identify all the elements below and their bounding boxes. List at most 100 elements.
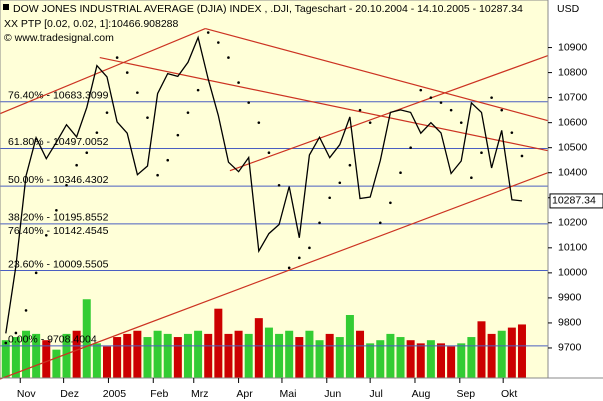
currency: USD <box>557 3 580 15</box>
ptp-dot <box>419 88 423 92</box>
ptp-dot <box>368 121 372 124</box>
volume-bar <box>487 333 496 378</box>
volume-bar <box>426 340 435 378</box>
legend-entry: XX PTP [0.02, 0.02, 1]:10466.908288 <box>4 18 179 30</box>
volume-bar <box>315 340 324 378</box>
chart-title: DOW JONES INDUSTRIAL AVERAGE (DJIA) INDE… <box>13 3 523 15</box>
ptp-dot <box>510 131 514 134</box>
x-tick-label: Okt <box>501 388 517 400</box>
volume-bar <box>32 333 41 378</box>
y-tick-label: 10500 <box>558 141 587 153</box>
volume-bar <box>517 324 526 378</box>
volume-bar <box>477 321 486 378</box>
volume-bar <box>295 337 304 378</box>
volume-bar <box>234 330 243 378</box>
volume-bar <box>254 318 263 378</box>
fib-label: 61.80% - 10497.0052 <box>8 136 109 148</box>
title-icon <box>3 4 9 10</box>
ptp-dot <box>257 121 261 124</box>
volume-bar <box>113 337 122 378</box>
volume-bar <box>285 330 294 378</box>
volume-bar <box>153 330 162 378</box>
y-tick-label: 9700 <box>558 342 582 354</box>
volume-bar <box>335 337 344 378</box>
trendline <box>99 56 549 152</box>
y-tick-label: 10700 <box>558 91 587 103</box>
ptp-dot <box>95 131 99 134</box>
ptp-dot <box>156 173 159 177</box>
volume-bar <box>173 337 182 378</box>
volume-bar <box>305 330 314 378</box>
ptp-dot <box>247 101 250 104</box>
ptp-dot <box>24 309 28 312</box>
volume-bar <box>11 337 20 378</box>
volume-bar <box>406 340 415 378</box>
volume-bar <box>133 330 142 378</box>
ptp-dot <box>196 88 200 92</box>
ptp-dot <box>318 221 321 225</box>
fib-label: 23.60% - 10009.5505 <box>8 258 109 270</box>
y-tick-label: 10100 <box>558 242 587 254</box>
ptp-dot <box>470 176 473 180</box>
volume-bar <box>183 333 192 378</box>
fib-label: 50.00% - 10346.4302 <box>8 174 109 186</box>
ptp-dot <box>115 56 119 59</box>
volume-bar <box>82 299 91 378</box>
volume-bar <box>22 330 31 378</box>
volume-bar <box>275 333 284 378</box>
fib-label: 0.00% - 9708.4004 <box>8 334 97 346</box>
ptp-dot <box>206 31 210 34</box>
ptp-dot <box>348 163 352 167</box>
volume-bar <box>437 343 446 378</box>
ptp-dot <box>449 108 453 112</box>
ptp-dot <box>520 154 524 158</box>
x-tick-label: Jul <box>369 388 382 400</box>
volume-bar <box>42 340 51 378</box>
ptp-dot <box>85 151 89 155</box>
last-price-label: 10287.34 <box>552 195 596 207</box>
volume-bar <box>204 333 213 378</box>
y-tick-label: 9900 <box>558 292 582 304</box>
volume-bar <box>356 330 365 378</box>
x-tick-label: Dez <box>60 388 79 400</box>
ptp-dot <box>409 146 412 149</box>
x-tick-label: Mrz <box>191 388 209 400</box>
ptp-dot <box>287 266 291 270</box>
ptp-dot <box>277 183 281 187</box>
volume-bar <box>396 337 405 378</box>
ptp-dot <box>4 341 8 345</box>
volume-bar <box>72 330 81 378</box>
volume-bar <box>224 333 233 378</box>
volume-bar <box>366 343 375 378</box>
fib-label: 76.40% - 10142.4545 <box>8 225 109 237</box>
y-tick-label: 10800 <box>558 66 587 78</box>
ptp-dot <box>136 91 139 94</box>
plot-layer: 76.40% - 10683.3099 61.80% - 10497.0052 50… <box>0 27 549 380</box>
x-tick-label: Feb <box>150 388 168 400</box>
volume-bar <box>376 340 385 378</box>
volume-bar <box>497 330 506 378</box>
ptp-dot <box>55 208 58 212</box>
y-tick-label: 10200 <box>558 217 587 229</box>
trendline <box>0 172 549 380</box>
ptp-dot <box>389 201 392 205</box>
ptp-dot <box>217 41 220 44</box>
ptp-dot <box>166 158 170 162</box>
plot-background <box>0 0 548 378</box>
volume-bar <box>163 333 172 378</box>
ptp-dot <box>34 271 38 275</box>
x-tick-label: Apr <box>236 388 253 400</box>
ptp-dot <box>480 151 483 155</box>
ptp-dot <box>44 234 48 237</box>
ptp-dot <box>439 101 443 104</box>
x-tick-label: Mai <box>279 388 296 400</box>
ptp-dot <box>338 181 342 185</box>
ptp-dot <box>358 108 362 112</box>
x-tick-label: Jun <box>324 388 341 400</box>
volume-bar <box>92 343 101 378</box>
ptp-dot <box>267 151 271 155</box>
trendline <box>205 27 549 122</box>
volume-bar <box>123 333 132 378</box>
